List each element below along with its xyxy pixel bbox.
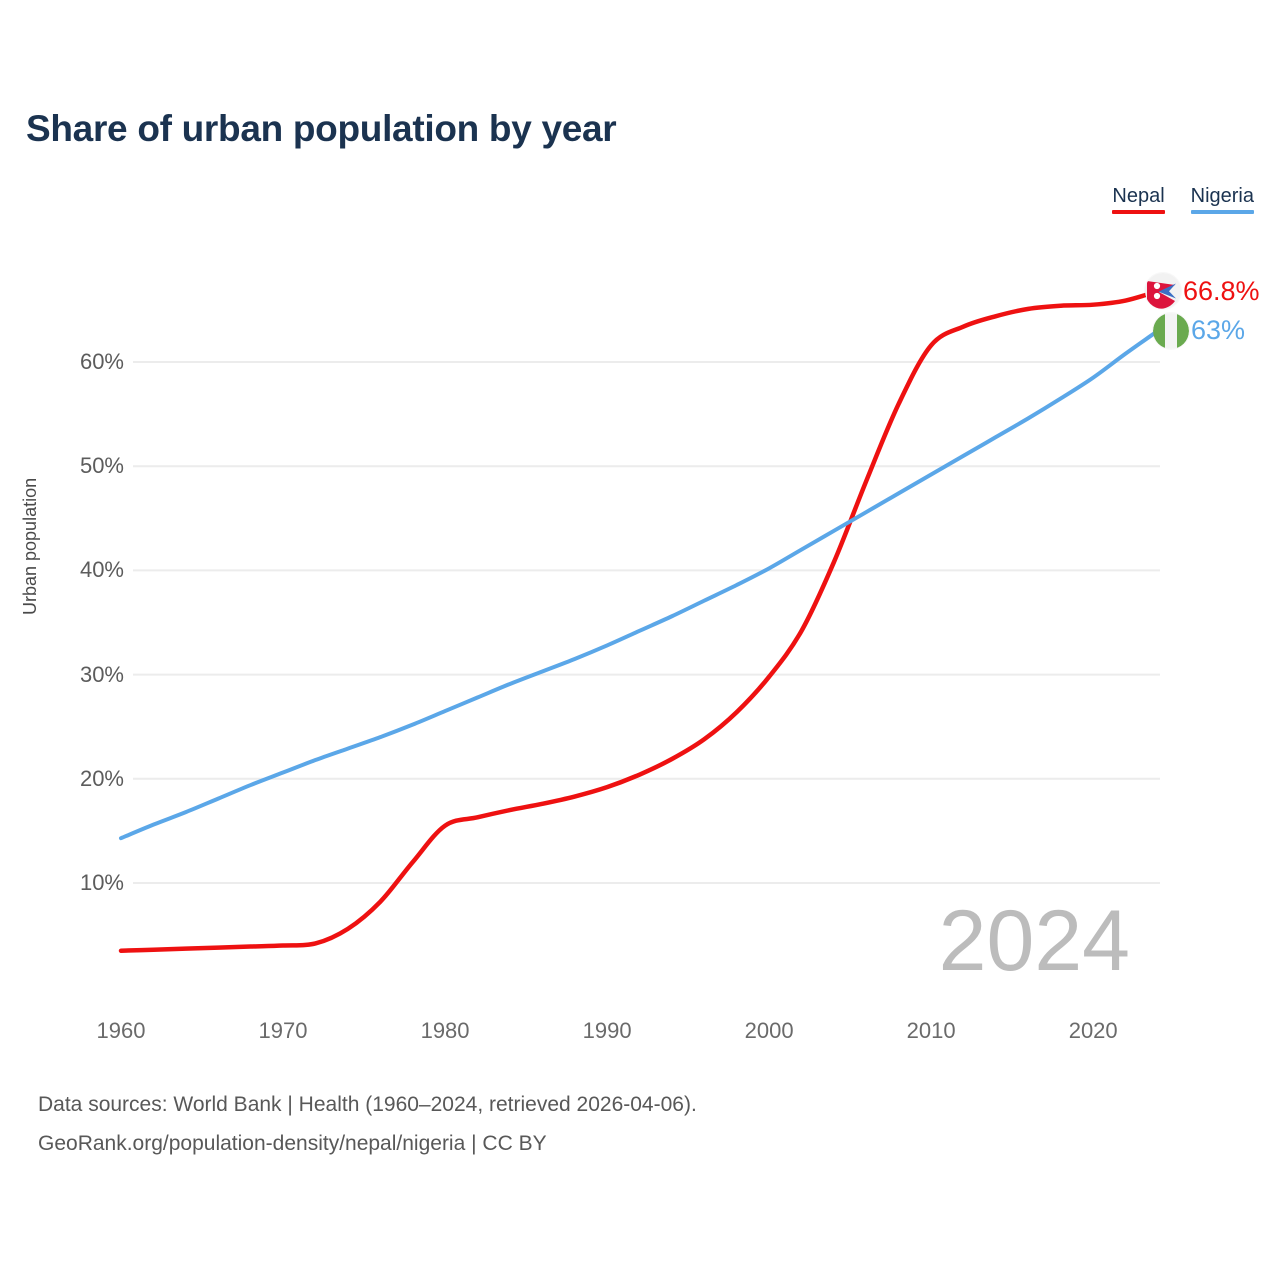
y-tick-50: 50% bbox=[79, 453, 124, 479]
end-label-nigeria: 63% bbox=[1153, 312, 1246, 349]
x-tick-1990: 1990 bbox=[582, 1018, 632, 1043]
x-tick-2020: 2020 bbox=[1068, 1018, 1118, 1043]
x-tick-2010: 2010 bbox=[906, 1018, 956, 1043]
year-watermark: 2024 bbox=[938, 893, 1130, 989]
legend-item-nigeria[interactable]: Nigeria bbox=[1190, 185, 1254, 214]
x-tick-2000: 2000 bbox=[744, 1018, 794, 1043]
end-value-nigeria: 63% bbox=[1191, 315, 1246, 346]
footer-line-2: GeoRank.org/population-density/nepal/nig… bbox=[38, 1131, 547, 1155]
legend-swatch-nigeria bbox=[1190, 210, 1254, 214]
legend-swatch-nepal bbox=[1112, 210, 1165, 214]
nigeria-flag-icon bbox=[1153, 312, 1189, 349]
x-tick-1970: 1970 bbox=[258, 1018, 308, 1043]
y-tick-30: 30% bbox=[79, 661, 124, 687]
end-value-nepal: 66.8% bbox=[1183, 275, 1260, 306]
y-tick-40: 40% bbox=[79, 557, 124, 583]
page-title: Share of urban population by year bbox=[26, 108, 617, 149]
y-tick-10: 10% bbox=[79, 870, 124, 895]
chart-legend: Nepal Nigeria bbox=[1112, 186, 1254, 214]
chart-series-group bbox=[118, 288, 1161, 953]
series-line-nigeria bbox=[119, 328, 1160, 841]
footer-line-1: Data sources: World Bank | Health (1960–… bbox=[38, 1093, 697, 1116]
legend-item-nepal[interactable]: Nepal bbox=[1112, 185, 1165, 214]
x-tick-1960: 1960 bbox=[96, 1018, 146, 1043]
footer-sources: Data sources: World Bank | Health (1960–… bbox=[38, 1086, 697, 1164]
x-tick-1980: 1980 bbox=[420, 1018, 470, 1043]
legend-label-nepal: Nepal bbox=[1112, 185, 1165, 207]
y-axis-title: Urban population bbox=[20, 477, 40, 615]
y-tick-60: 60% bbox=[79, 349, 124, 374]
series-line-nepal bbox=[118, 288, 1161, 953]
end-label-nepal: 66.8% bbox=[1145, 273, 1260, 310]
legend-label-nigeria: Nigeria bbox=[1190, 185, 1254, 207]
y-tick-20: 20% bbox=[79, 765, 124, 791]
chart-gridlines bbox=[133, 361, 1160, 884]
nepal-flag-icon bbox=[1145, 273, 1181, 310]
